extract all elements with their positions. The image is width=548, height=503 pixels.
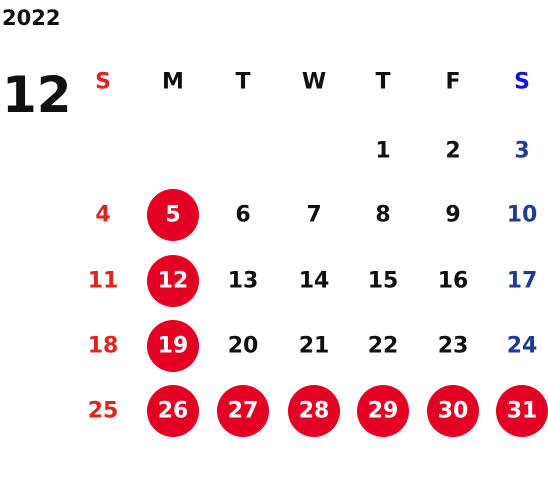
day: 25: [88, 399, 119, 424]
day: 24: [507, 334, 538, 359]
holiday-circle: [147, 189, 199, 241]
day: 29: [368, 399, 399, 424]
day: 10: [507, 203, 538, 228]
holiday-circle: [147, 385, 199, 437]
day: 2: [445, 139, 460, 164]
day: 18: [88, 334, 119, 359]
day: 21: [299, 334, 330, 359]
day: 9: [445, 203, 460, 228]
weekday-label: S: [514, 70, 530, 95]
day: 26: [158, 399, 189, 424]
weekday-label: F: [445, 70, 460, 95]
day: 16: [438, 269, 469, 294]
day: 19: [158, 334, 189, 359]
day: 27: [228, 399, 259, 424]
holiday-circle: [147, 320, 199, 372]
day: 28: [299, 399, 330, 424]
weekday-label: T: [235, 70, 250, 95]
day: 14: [299, 269, 330, 294]
holiday-circle: [288, 385, 340, 437]
day: 15: [368, 269, 399, 294]
holiday-circle: [217, 385, 269, 437]
weekday-label: S: [95, 70, 111, 95]
weekday-label: W: [302, 70, 326, 95]
holiday-circle: [357, 385, 409, 437]
day: 1: [375, 139, 390, 164]
day: 20: [228, 334, 259, 359]
weekday-label: M: [162, 70, 184, 95]
day: 23: [438, 334, 469, 359]
day: 3: [514, 139, 529, 164]
day: 22: [368, 334, 399, 359]
day: 17: [507, 269, 538, 294]
day: 12: [158, 269, 189, 294]
month: 12: [2, 66, 72, 124]
day: 6: [235, 203, 250, 228]
weekday-label: T: [375, 70, 390, 95]
holiday-circle: [427, 385, 479, 437]
day: 30: [438, 399, 469, 424]
day: 5: [165, 203, 180, 228]
day: 8: [375, 203, 390, 228]
day: 31: [507, 399, 538, 424]
holiday-circle: [496, 385, 548, 437]
day: 7: [306, 203, 321, 228]
day: 4: [95, 203, 110, 228]
day: 13: [228, 269, 259, 294]
holiday-circle: [147, 255, 199, 307]
year: 2022: [2, 6, 60, 30]
day: 11: [88, 269, 119, 294]
